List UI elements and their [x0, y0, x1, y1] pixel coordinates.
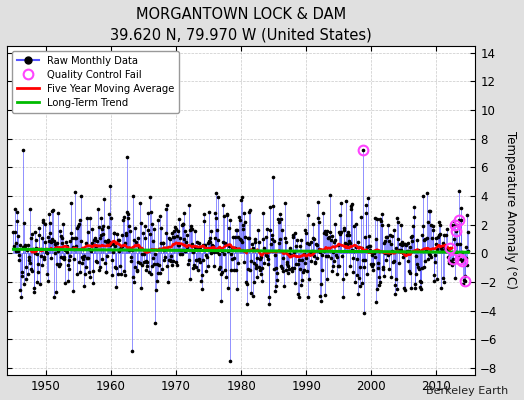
Legend: Raw Monthly Data, Quality Control Fail, Five Year Moving Average, Long-Term Tren: Raw Monthly Data, Quality Control Fail, …	[12, 50, 179, 112]
Title: MORGANTOWN LOCK & DAM
39.620 N, 79.970 W (United States): MORGANTOWN LOCK & DAM 39.620 N, 79.970 W…	[110, 7, 372, 43]
Text: Berkeley Earth: Berkeley Earth	[426, 386, 508, 396]
Y-axis label: Temperature Anomaly (°C): Temperature Anomaly (°C)	[504, 132, 517, 289]
